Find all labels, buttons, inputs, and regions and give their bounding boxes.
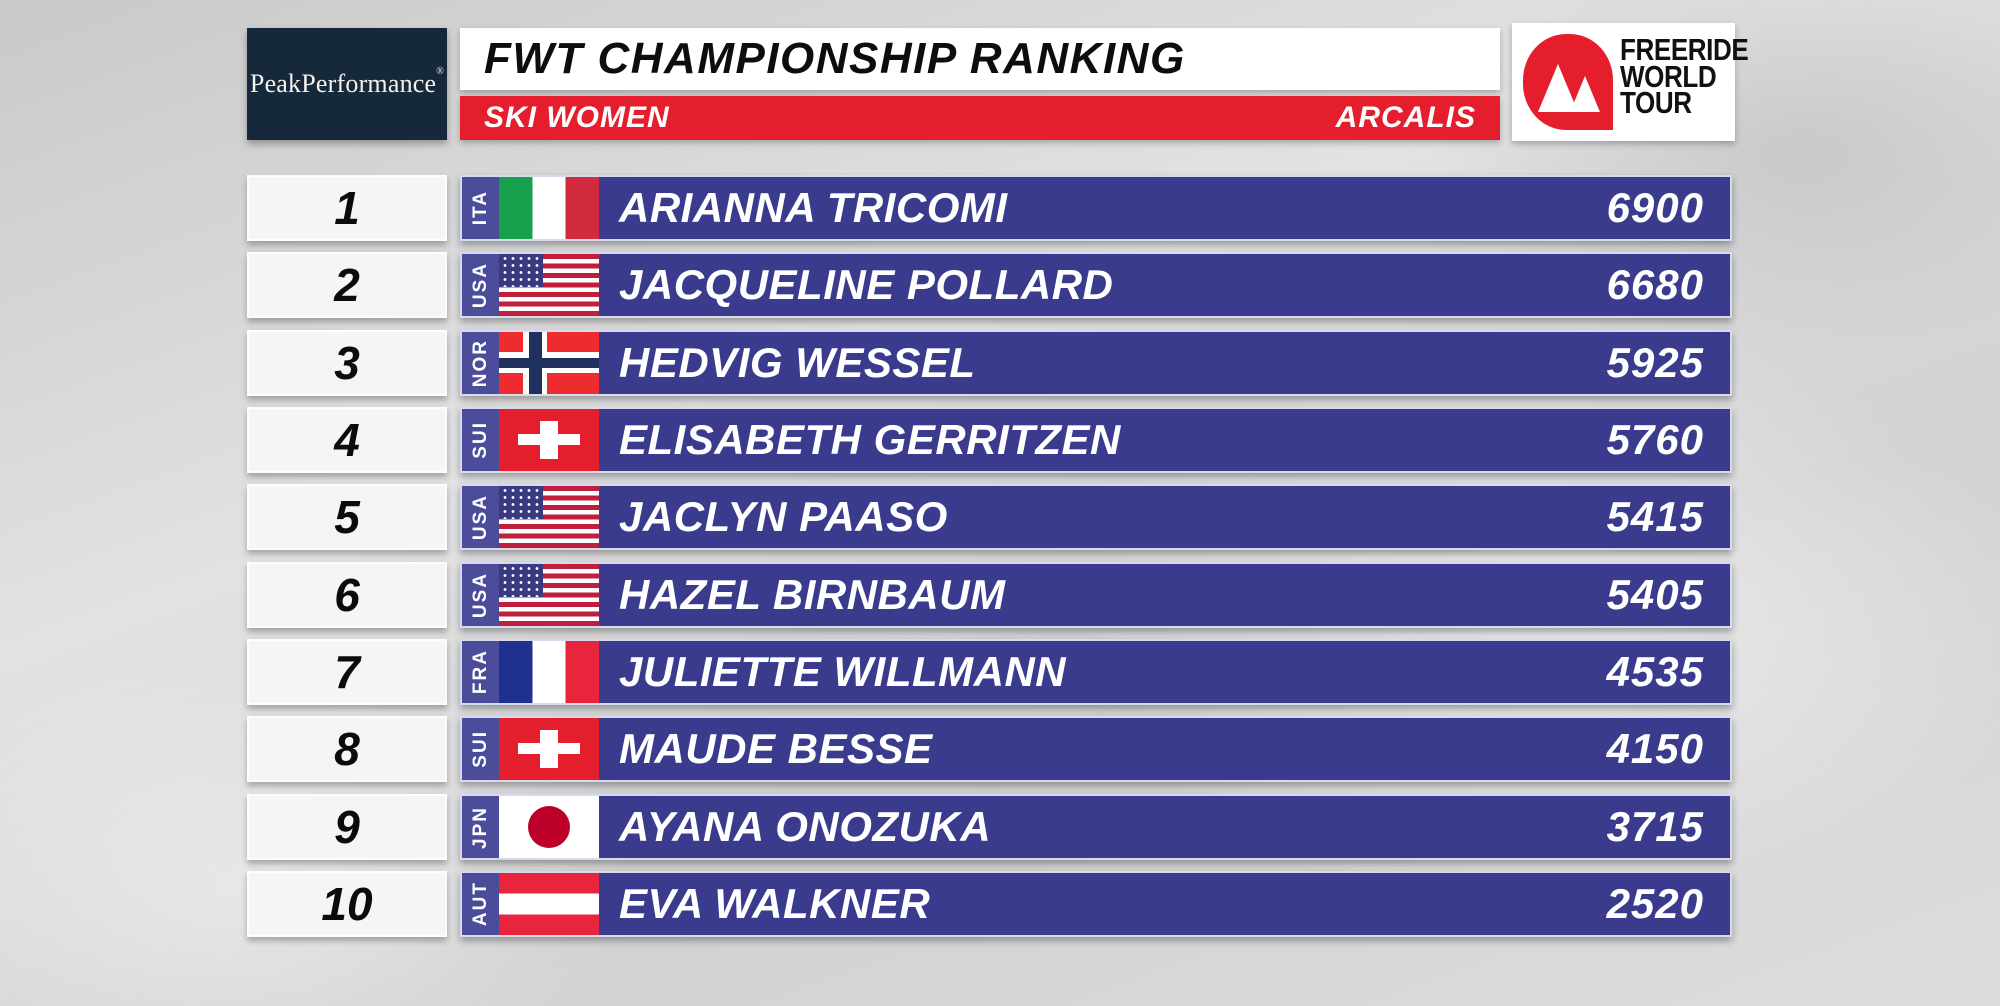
usa-flag-icon	[499, 564, 599, 626]
ranking-row-6: 6 USA HAZEL BIRNBAUM 5405	[0, 562, 2000, 628]
page-title: FWT CHAMPIONSHIP RANKING	[484, 34, 1186, 83]
athlete-bar: USA JACQUELINE POLLARD 6680	[460, 252, 1732, 318]
rank-box: 2	[247, 252, 447, 318]
athlete-bar: AUT EVA WALKNER 2520	[460, 871, 1732, 937]
ranking-row-5: 5 USA JACLYN PAASO 5415	[0, 484, 2000, 550]
points-value: 4150	[1606, 725, 1704, 772]
rank-box: 8	[247, 716, 447, 782]
rank-number: 6	[334, 569, 360, 621]
switzerland-flag-icon	[499, 409, 599, 471]
athlete-bar: SUI ELISABETH GERRITZEN 5760	[460, 407, 1732, 473]
athlete-name: JULIETTE WILLMANN	[619, 648, 1067, 695]
fwt-logo-text: FREERIDE WORLD TOUR	[1620, 32, 1749, 121]
athlete-name: JACQUELINE POLLARD	[619, 261, 1114, 308]
category-banner: SKI WOMEN ARCALIS	[460, 96, 1500, 140]
ranking-row-1: 1 ITA ARIANNA TRICOMI 6900	[0, 175, 2000, 241]
athlete-name: ELISABETH GERRITZEN	[619, 416, 1121, 463]
ranking-row-4: 4 SUI ELISABETH GERRITZEN 5760	[0, 407, 2000, 473]
italy-flag-icon	[499, 177, 599, 239]
athlete-name: EVA WALKNER	[619, 880, 931, 927]
austria-flag-icon	[499, 873, 599, 935]
rank-number: 4	[334, 414, 360, 466]
rank-box: 9	[247, 794, 447, 860]
sponsor-name: PeakPerformance®	[249, 66, 445, 99]
usa-flag-icon	[499, 486, 599, 548]
ranking-row-8: 8 SUI MAUDE BESSE 4150	[0, 716, 2000, 782]
rank-number: 10	[321, 878, 373, 930]
country-code: NOR	[462, 332, 499, 394]
country-code: SUI	[462, 718, 499, 780]
location-label: ARCALIS	[1335, 101, 1476, 134]
fwt-logo-line1: FREERIDE	[1620, 32, 1749, 67]
points-value: 5415	[1606, 493, 1704, 540]
japan-flag-icon	[499, 796, 599, 858]
fwt-mountain-icon	[1523, 34, 1613, 130]
ranking-row-10: 10 AUT EVA WALKNER 2520	[0, 871, 2000, 937]
country-code: USA	[462, 254, 499, 316]
points-value: 4535	[1606, 648, 1704, 695]
rank-number: 3	[334, 337, 360, 389]
rank-box: 6	[247, 562, 447, 628]
athlete-bar: USA JACLYN PAASO 5415	[460, 484, 1732, 550]
ranking-row-2: 2 USA JACQUELINE POLLARD 6680	[0, 252, 2000, 318]
athlete-name: MAUDE BESSE	[619, 725, 933, 772]
country-code: AUT	[462, 873, 499, 935]
freeride-world-tour-logo: FREERIDE WORLD TOUR	[1512, 23, 1749, 141]
rank-box: 3	[247, 330, 447, 396]
athlete-name: ARIANNA TRICOMI	[619, 184, 1008, 231]
rank-box: 1	[247, 175, 447, 241]
athlete-name: AYANA ONOZUKA	[619, 803, 992, 850]
athlete-bar: FRA JULIETTE WILLMANN 4535	[460, 639, 1732, 705]
rank-number: 2	[334, 259, 360, 311]
points-value: 5925	[1606, 339, 1704, 386]
points-value: 6680	[1606, 261, 1704, 308]
sponsor-name-text: PeakPerformance	[249, 69, 437, 98]
ranking-row-3: 3 NOR HEDVIG WESSEL 5925	[0, 330, 2000, 396]
points-value: 2520	[1606, 880, 1704, 927]
points-value: 3715	[1606, 803, 1704, 850]
rank-number: 1	[334, 182, 360, 234]
norway-flag-icon	[499, 332, 599, 394]
ranking-row-9: 9 JPN AYANA ONOZUKA 3715	[0, 794, 2000, 860]
points-value: 5760	[1606, 416, 1704, 463]
title-bar: FWT CHAMPIONSHIP RANKING	[460, 28, 1500, 90]
country-code: USA	[462, 486, 499, 548]
athlete-bar: SUI MAUDE BESSE 4150	[460, 716, 1732, 782]
country-code: JPN	[462, 796, 499, 858]
points-value: 5405	[1606, 571, 1704, 618]
rank-number: 9	[334, 801, 360, 853]
country-code: ITA	[462, 177, 499, 239]
rank-box: 7	[247, 639, 447, 705]
ranking-row-7: 7 FRA JULIETTE WILLMANN 4535	[0, 639, 2000, 705]
points-value: 6900	[1606, 184, 1704, 231]
athlete-name: JACLYN PAASO	[619, 493, 948, 540]
rank-box: 4	[247, 407, 447, 473]
athlete-bar: ITA ARIANNA TRICOMI 6900	[460, 175, 1732, 241]
fwt-logo-line2: WORLD	[1620, 58, 1717, 94]
athlete-bar: JPN AYANA ONOZUKA 3715	[460, 794, 1732, 860]
rank-number: 7	[334, 646, 360, 698]
france-flag-icon	[499, 641, 599, 703]
athlete-name: HAZEL BIRNBAUM	[619, 571, 1006, 618]
category-label: SKI WOMEN	[484, 101, 670, 134]
rank-box: 10	[247, 871, 447, 937]
country-code: USA	[462, 564, 499, 626]
switzerland-flag-icon	[499, 718, 599, 780]
rank-number: 8	[334, 723, 360, 775]
rank-box: 5	[247, 484, 447, 550]
country-code: SUI	[462, 409, 499, 471]
athlete-bar: USA HAZEL BIRNBAUM 5405	[460, 562, 1732, 628]
athlete-name: HEDVIG WESSEL	[619, 339, 976, 386]
peak-performance-logo: PeakPerformance®	[247, 28, 447, 140]
rank-number: 5	[334, 491, 360, 543]
athlete-bar: NOR HEDVIG WESSEL 5925	[460, 330, 1732, 396]
registered-mark: ®	[436, 66, 445, 77]
usa-flag-icon	[499, 254, 599, 316]
fwt-logo-line3: TOUR	[1620, 85, 1692, 121]
country-code: FRA	[462, 641, 499, 703]
